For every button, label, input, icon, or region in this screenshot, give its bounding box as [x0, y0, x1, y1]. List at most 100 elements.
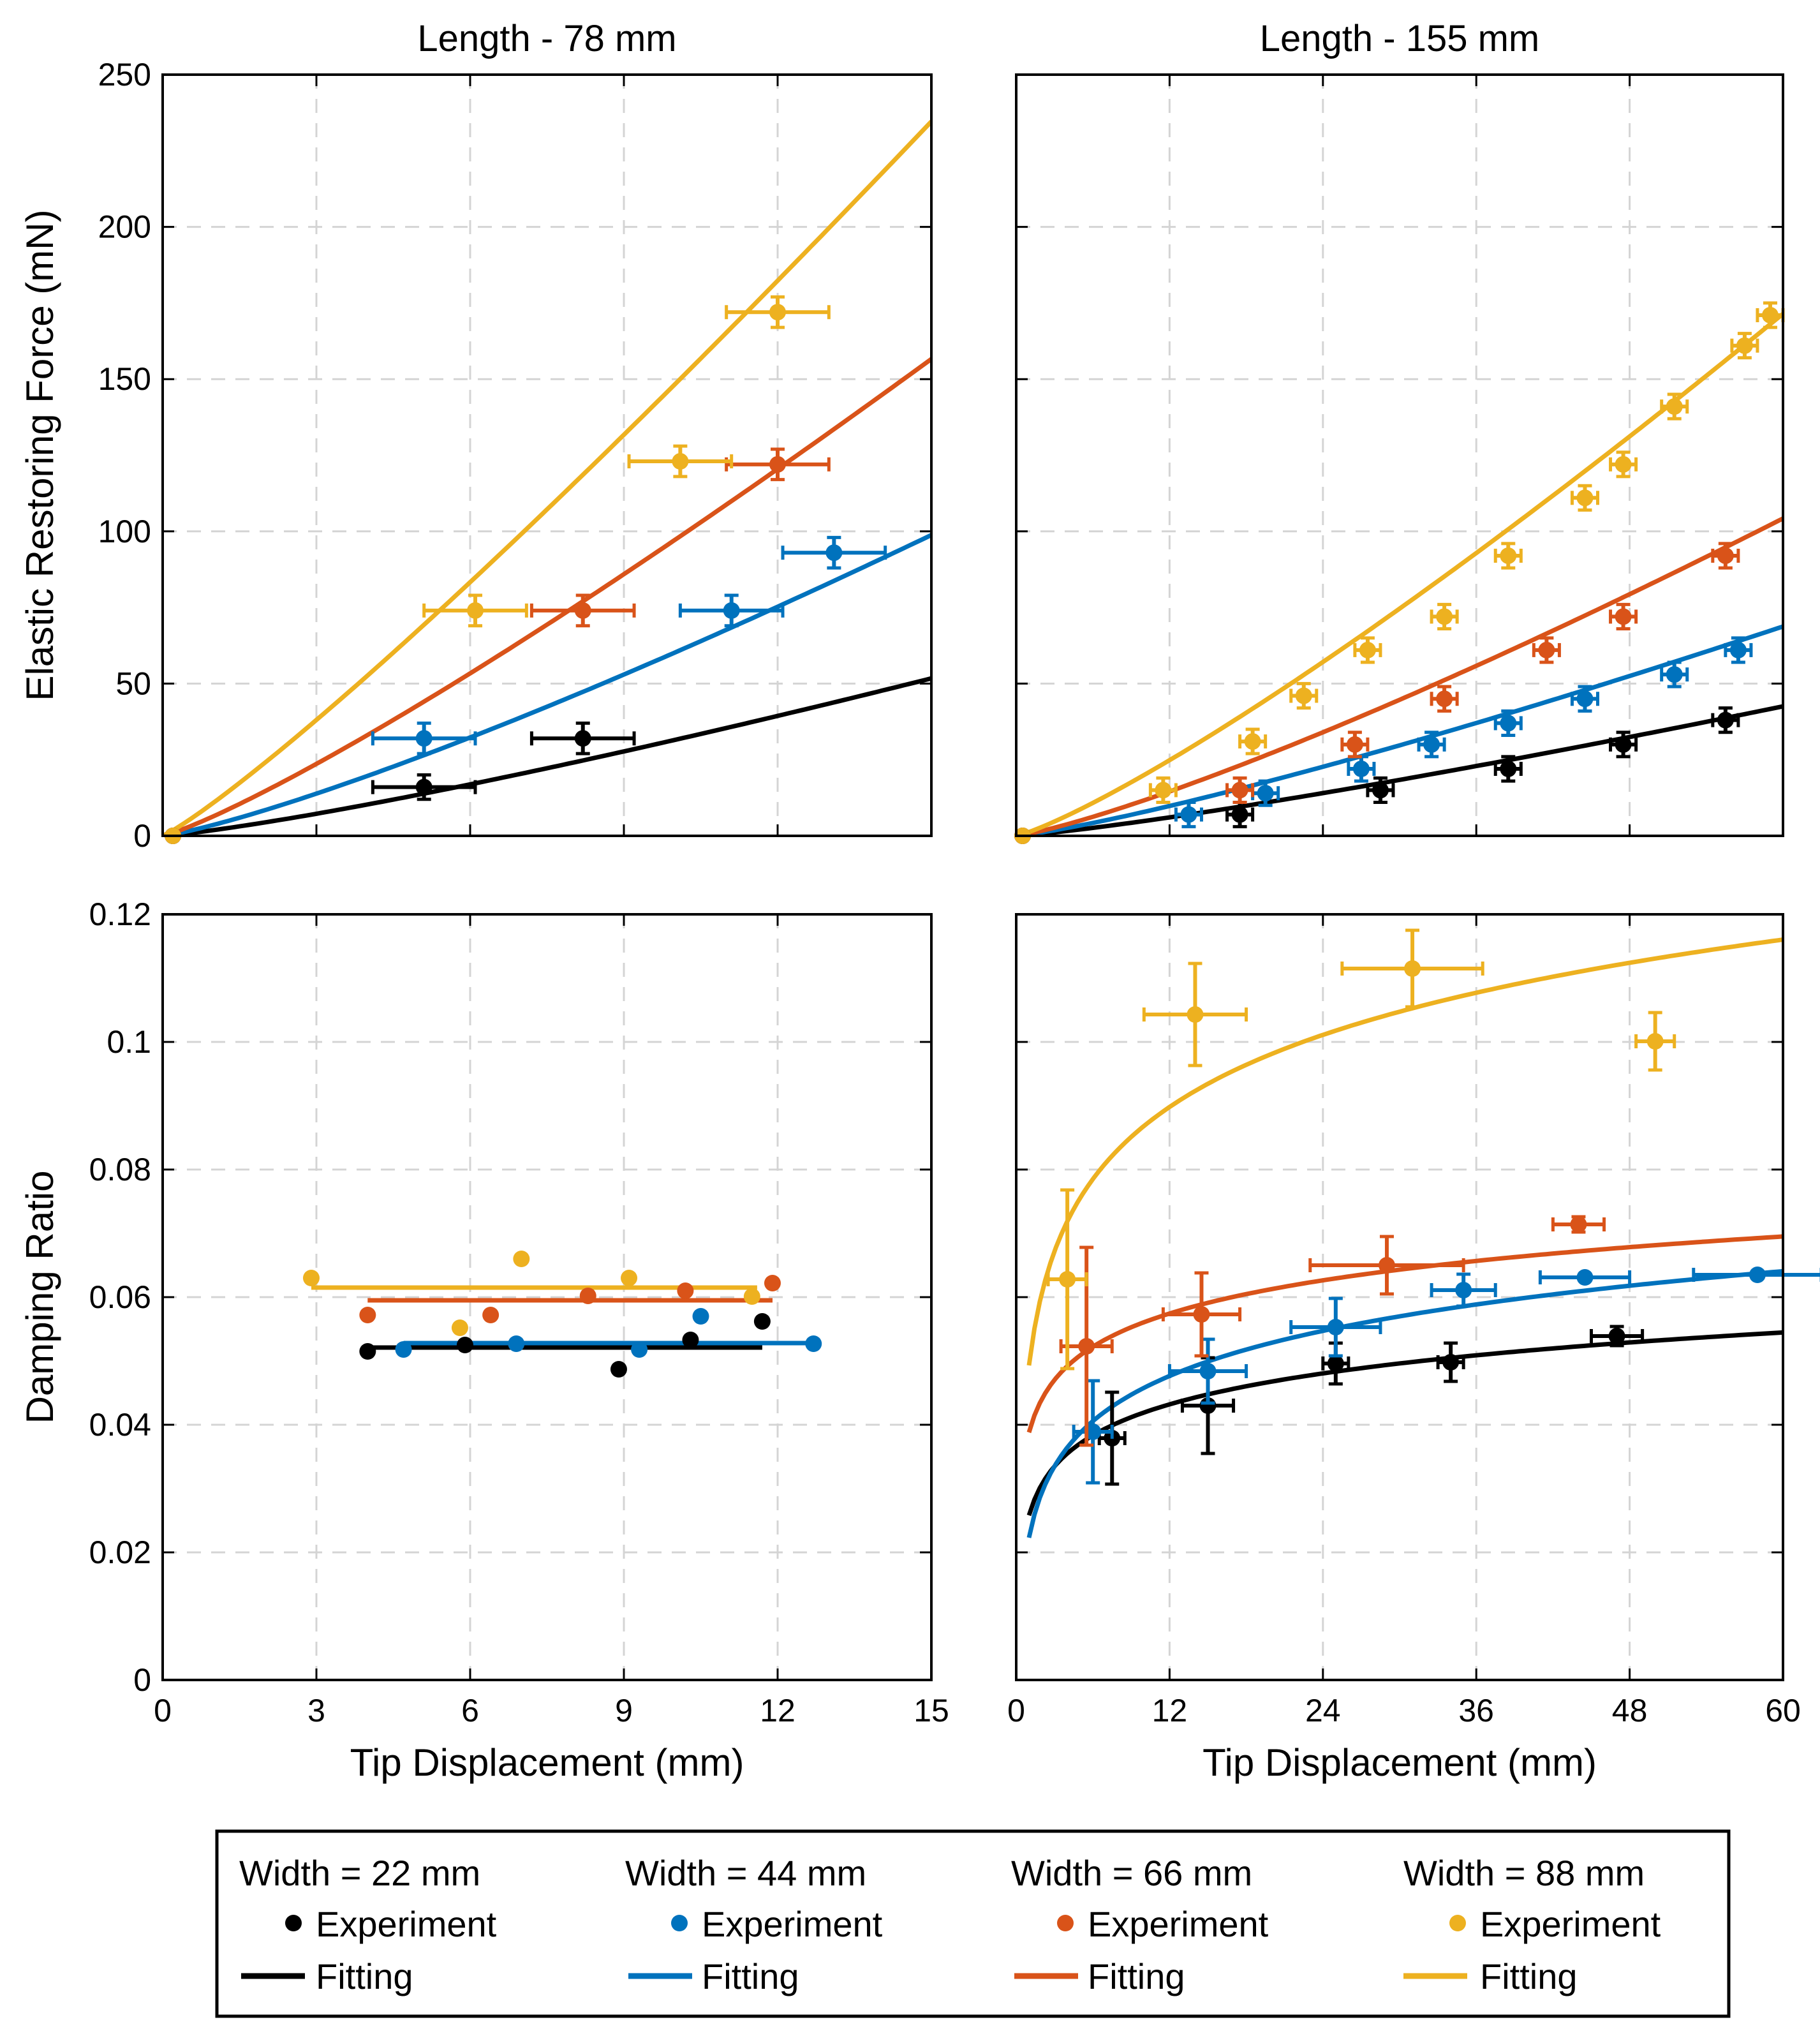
chart-panel-length-155-damping: 0 12 24 36 48 60 Tip Displacement (mm) [1007, 913, 1820, 1784]
y-tick-label: 100 [98, 514, 151, 549]
data-point-22mm [456, 1337, 473, 1353]
data-point-44mm [1180, 806, 1197, 823]
x-tick-label: 12 [760, 1693, 795, 1728]
legend-marker-88 [1449, 1915, 1466, 1931]
chart-panel-length-78-force: 0 50 100 150 200 250 Length - 78 mm Elastic Res… [18, 18, 933, 854]
y-tick-label: 0 [133, 818, 151, 854]
data-point-44mm [1500, 715, 1517, 732]
fit-line-44mm [1026, 1268, 1783, 1538]
plot-area [1016, 914, 1783, 1680]
data-point-44mm [631, 1341, 648, 1358]
legend-width-22: Width = 22 mm [239, 1853, 480, 1893]
fit-line-22mm [1026, 1330, 1783, 1517]
legend-fitting-66: Fitting [1088, 1956, 1185, 1996]
data-point-88mm [1295, 687, 1312, 704]
legend-experiment-44: Experiment [702, 1904, 883, 1944]
y-tick-label: 0.1 [107, 1024, 151, 1060]
x-tick-label: 60 [1765, 1693, 1801, 1728]
data-point-44mm [1576, 1269, 1594, 1286]
data-point-66mm [1717, 547, 1734, 564]
legend-fitting-44: Fitting [702, 1956, 799, 1996]
data-point-22mm [359, 1343, 376, 1360]
fit-line-22mm [163, 676, 931, 836]
legend-fitting-22: Fitting [316, 1956, 413, 1996]
data-point-88mm [1736, 337, 1753, 354]
data-point-88mm [1436, 608, 1453, 625]
data-point-22mm [1615, 736, 1632, 753]
data-point-44mm [1352, 761, 1370, 778]
axes-frame [1015, 73, 1784, 837]
data-point-44mm [1576, 690, 1594, 708]
data-point-88mm [1059, 1271, 1076, 1288]
data-point-44mm [1423, 736, 1440, 753]
data-point-66mm [1078, 1338, 1095, 1355]
data-point-22mm [1231, 806, 1248, 823]
data-point-88mm [451, 1319, 468, 1336]
data-point-66mm [1615, 608, 1632, 625]
data-point-88mm [672, 453, 689, 470]
data-point-88mm [1187, 1006, 1204, 1023]
plot-area [163, 75, 931, 836]
x-tick-label: 24 [1305, 1693, 1341, 1728]
data-point-66mm [1346, 736, 1363, 753]
y-tick-label: 0.02 [89, 1534, 151, 1570]
data-point-66mm [677, 1282, 694, 1299]
fit-line-88mm [163, 119, 931, 836]
fit-line-22mm [1016, 704, 1783, 836]
data-point-88mm [1500, 547, 1517, 564]
y-tick-label: 0.08 [89, 1152, 151, 1187]
data-point-22mm [1372, 782, 1389, 799]
data-point-66mm [482, 1307, 499, 1323]
data-point-22mm [682, 1332, 699, 1348]
data-point-66mm [1538, 641, 1555, 658]
data-point-44mm [1084, 1423, 1102, 1440]
y-tick-label: 150 [98, 361, 151, 397]
data-point-66mm [579, 1288, 596, 1304]
data-point-44mm [1729, 641, 1747, 658]
legend-fitting-88: Fitting [1480, 1956, 1578, 1996]
data-point-44mm [692, 1308, 709, 1325]
data-point-22mm [415, 778, 433, 796]
chart-title: Length - 155 mm [1260, 18, 1539, 59]
data-point-88mm [1646, 1033, 1664, 1050]
data-point-88mm [1359, 641, 1376, 658]
plot-area [163, 914, 931, 1680]
legend-experiment-88: Experiment [1480, 1904, 1661, 1944]
y-tick-label: 0.12 [89, 896, 151, 932]
data-point-88mm [302, 1270, 320, 1286]
data-point-88mm [1155, 782, 1172, 799]
data-point-22mm [753, 1313, 771, 1330]
legend: Width = 22 mm Experiment Fitting Width =… [215, 1829, 1731, 2018]
fit-line-88mm [1026, 937, 1783, 1366]
y-tick-label: 0.04 [89, 1407, 151, 1443]
data-point-44mm [508, 1335, 525, 1352]
legend-experiment-22: Experiment [316, 1904, 497, 1944]
data-point-44mm [1666, 666, 1683, 683]
x-tick-label: 6 [461, 1693, 479, 1728]
data-point-44mm [805, 1335, 822, 1352]
data-point-66mm [1570, 1216, 1587, 1233]
x-tick-label: 15 [914, 1693, 949, 1728]
legend-marker-44 [671, 1915, 688, 1931]
data-point-66mm [1193, 1306, 1210, 1323]
data-point-66mm [764, 1275, 781, 1291]
fit-line-66mm [1026, 1234, 1783, 1434]
data-point-44mm [825, 544, 843, 561]
plot-area [1016, 75, 1783, 836]
axes-frame [161, 73, 933, 837]
legend-width-88: Width = 88 mm [1403, 1853, 1645, 1893]
y-tick-label: 250 [98, 57, 151, 93]
data-point-88mm [769, 304, 786, 321]
fit-line-66mm [163, 357, 931, 836]
y-tick-label: 0 [133, 1662, 151, 1698]
data-point-44mm [1257, 785, 1274, 802]
data-point-88mm [743, 1288, 760, 1305]
x-tick-label: 0 [1007, 1693, 1025, 1728]
x-tick-label: 3 [307, 1693, 325, 1728]
fit-line-66mm [1016, 516, 1783, 836]
legend-box [215, 1829, 1731, 2018]
data-point-66mm [769, 456, 786, 473]
fit-line-88mm [1016, 312, 1783, 836]
y-tick-label: 0.06 [89, 1279, 151, 1315]
